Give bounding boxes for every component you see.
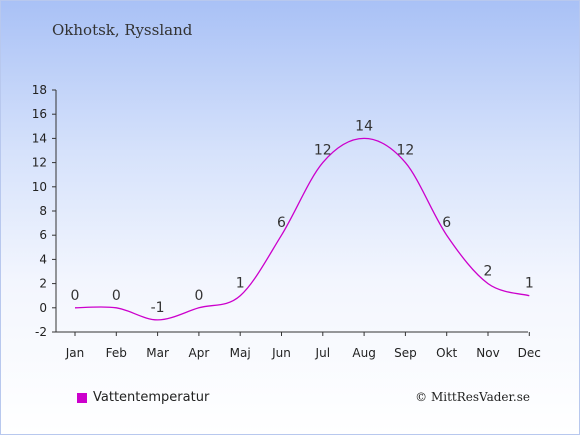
x-tick-label: Okt xyxy=(436,346,457,360)
x-tick-label: Maj xyxy=(230,346,251,360)
y-tick-label: 8 xyxy=(39,204,47,218)
y-tick-label: 18 xyxy=(32,83,47,97)
data-label: 12 xyxy=(396,143,414,159)
y-tick-label: 2 xyxy=(39,277,47,291)
data-label: 0 xyxy=(112,288,121,304)
chart-title: Okhotsk, Ryssland xyxy=(52,21,193,39)
y-tick-label: 4 xyxy=(39,252,47,266)
x-tick-label: Mar xyxy=(146,346,169,360)
y-tick-label: 12 xyxy=(32,156,47,170)
copyright-credit: © MittResVader.se xyxy=(415,390,530,404)
x-tick-label: Jun xyxy=(271,346,291,360)
y-tick-label: 0 xyxy=(39,301,47,315)
x-tick-label: Jul xyxy=(315,346,330,360)
data-label: 6 xyxy=(442,215,451,231)
legend-swatch xyxy=(77,392,87,403)
data-label: 12 xyxy=(314,143,332,159)
y-tick-label: 14 xyxy=(32,131,47,145)
data-label: 1 xyxy=(525,276,534,292)
data-label: 6 xyxy=(277,215,286,231)
x-tick-label: Feb xyxy=(106,346,127,360)
chart-data-labels: 0 0 -1 0 1 6 12 14 12 6 2 1 xyxy=(71,118,534,316)
data-label: 2 xyxy=(484,264,493,280)
x-tick-label: Apr xyxy=(189,346,210,360)
x-tick-label: Jan xyxy=(65,346,85,360)
x-tick-label: Sep xyxy=(394,346,417,360)
data-label: 0 xyxy=(194,288,203,304)
x-tick-label: Aug xyxy=(352,346,375,360)
series-line xyxy=(74,137,530,321)
data-label: 14 xyxy=(355,118,373,134)
data-label: 1 xyxy=(236,276,245,292)
y-tick-label: -2 xyxy=(35,325,47,339)
x-tick-label: Nov xyxy=(476,346,499,360)
data-label: -1 xyxy=(151,300,165,316)
data-label: 0 xyxy=(71,288,80,304)
y-tick-label: 16 xyxy=(32,107,47,121)
y-tick-label: 6 xyxy=(39,228,47,242)
x-tick-label: Dec xyxy=(518,346,541,360)
legend-label: Vattentemperatur xyxy=(93,390,210,405)
chart-series xyxy=(74,137,530,321)
y-tick-label: 10 xyxy=(32,180,47,194)
chart-legend: Vattentemperatur xyxy=(77,390,209,405)
